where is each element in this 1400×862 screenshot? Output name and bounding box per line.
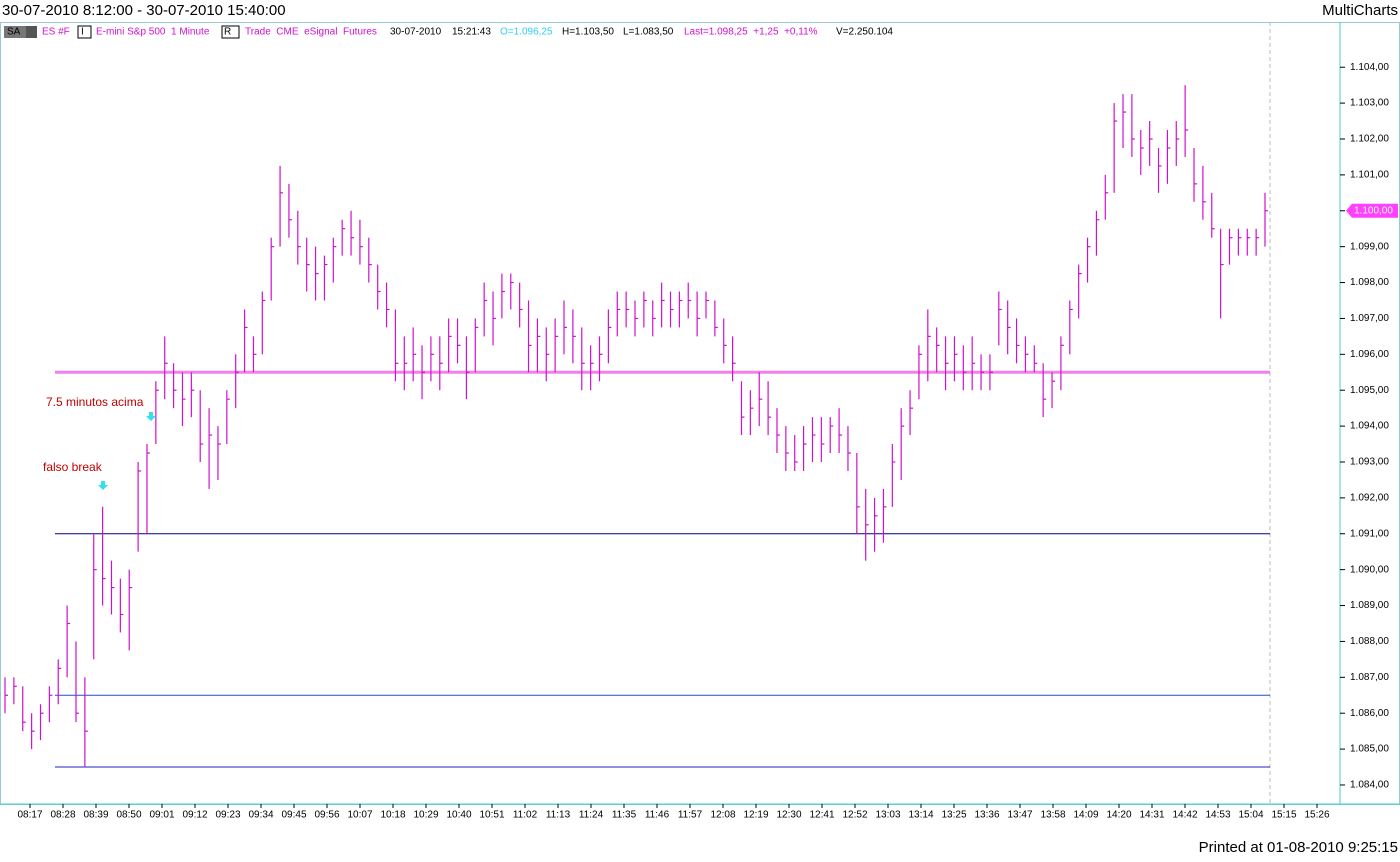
x-tick-label: 12:30 (776, 810, 801, 821)
x-tick-label: 11:46 (645, 810, 670, 821)
info-last: Last=1.098,25 +1,25 +0,11% (684, 27, 818, 38)
plot: 1.084,00 1.085,00 1.086,00 1.087,00 1.088,00… (4, 62, 1398, 821)
x-tick-label: 13:14 (908, 810, 933, 821)
x-tick-label: 08:28 (50, 810, 75, 821)
x-tick-label: 09:45 (281, 810, 306, 821)
y-tick-label: 1.084,00 (1350, 780, 1389, 791)
x-tick-label: 14:09 (1073, 810, 1098, 821)
info-high: H=1.103,50 (562, 27, 614, 38)
x-tick-label: 14:31 (1139, 810, 1164, 821)
x-tick-label: 14:53 (1205, 810, 1230, 821)
x-tick-label: 12:52 (842, 810, 867, 821)
x-tick-label: 15:04 (1238, 810, 1263, 821)
x-tick-label: 14:20 (1106, 810, 1131, 821)
x-tick-label: 11:02 (513, 810, 538, 821)
y-tick-label: 1.098,00 (1350, 277, 1389, 288)
sa-dropdown[interactable] (26, 26, 37, 38)
y-tick-label: 1.102,00 (1350, 134, 1389, 145)
i-label: I (81, 27, 84, 38)
y-tick-label: 1.090,00 (1350, 564, 1389, 575)
x-tick-label: 13:03 (875, 810, 900, 821)
sa-button[interactable] (4, 26, 26, 38)
x-tick-label: 10:51 (479, 810, 504, 821)
x-tick-label: 13:58 (1040, 810, 1065, 821)
y-tick-label: 1.097,00 (1350, 313, 1389, 324)
y-tick-label: 1.091,00 (1350, 528, 1389, 539)
x-tick-label: 08:50 (116, 810, 141, 821)
info-low: L=1.083,50 (623, 27, 674, 38)
y-tick-label: 1.104,00 (1350, 62, 1389, 73)
annotation: 7.5 minutos acima (46, 395, 144, 409)
symbol: ES #F (42, 27, 70, 38)
x-tick-label: 10:07 (347, 810, 372, 821)
x-tick-label: 08:17 (17, 810, 42, 821)
annotation-arrow (146, 412, 156, 421)
y-tick-label: 1.099,00 (1350, 241, 1389, 252)
last-price-marker (1346, 203, 1398, 218)
x-tick-label: 13:36 (974, 810, 999, 821)
y-tick-label: 1.089,00 (1350, 600, 1389, 611)
y-tick-label: 1.085,00 (1350, 744, 1389, 755)
x-tick-label: 12:41 (809, 810, 834, 821)
x-tick-label: 13:47 (1007, 810, 1032, 821)
info-open: O=1.096,25 (500, 27, 553, 38)
i-button[interactable] (77, 25, 92, 39)
x-tick-label: 09:23 (215, 810, 240, 821)
x-tick-label: 14:42 (1172, 810, 1197, 821)
x-tick-label: 12:19 (743, 810, 768, 821)
y-tick-label: 1.086,00 (1350, 708, 1389, 719)
window-title: 30-07-2010 8:12:00 - 30-07-2010 15:40:00 (2, 2, 286, 19)
x-tick-label: 11:24 (579, 810, 604, 821)
x-tick-label: 10:18 (380, 810, 405, 821)
source: Trade CME eSignal Futures (245, 27, 377, 38)
app-name: MultiCharts (1322, 2, 1398, 19)
y-tick-label: 1.103,00 (1350, 98, 1389, 109)
x-tick-label: 09:12 (182, 810, 207, 821)
x-tick-label: 13:25 (941, 810, 966, 821)
x-tick-label: 09:34 (248, 810, 273, 821)
x-tick-label: 11:13 (546, 810, 571, 821)
x-tick-label: 15:15 (1271, 810, 1296, 821)
description: E-mini S&p 500 1 Minute (96, 27, 210, 38)
x-tick-label: 11:35 (612, 810, 637, 821)
y-tick-label: 1.095,00 (1350, 385, 1389, 396)
r-button[interactable] (221, 25, 240, 39)
x-tick-label: 10:29 (413, 810, 438, 821)
x-tick-label: 08:39 (83, 810, 108, 821)
info-time: 15:21:43 (452, 27, 491, 38)
x-tick-label: 11:57 (678, 810, 703, 821)
y-tick-label: 1.087,00 (1350, 672, 1389, 683)
sa-label: SA (7, 27, 21, 38)
y-tick-label: 1.093,00 (1350, 457, 1389, 468)
info-volume: V=2.250.104 (836, 27, 893, 38)
y-tick-label: 1.096,00 (1350, 349, 1389, 360)
x-tick-label: 15:26 (1304, 810, 1329, 821)
footer: Printed at 01-08-2010 9:25:15 (1199, 839, 1398, 856)
info-date: 30-07-2010 (390, 27, 442, 38)
x-tick-label: 09:56 (314, 810, 339, 821)
x-tick-label: 09:01 (149, 810, 174, 821)
y-tick-label: 1.088,00 (1350, 636, 1389, 647)
x-tick-label: 10:40 (446, 810, 471, 821)
last-price-label: 1.100,00 (1354, 205, 1393, 216)
r-label: R (224, 27, 231, 38)
annotation: falso break (43, 460, 103, 474)
y-tick-label: 1.094,00 (1350, 421, 1389, 432)
y-tick-label: 1.101,00 (1350, 170, 1389, 181)
y-tick-label: 1.092,00 (1350, 493, 1389, 504)
annotation-arrow (98, 481, 108, 490)
x-tick-label: 12:08 (710, 810, 735, 821)
info-line: SA ES #F I E-mini S&p 500 1 Minute R Tra… (4, 25, 893, 39)
